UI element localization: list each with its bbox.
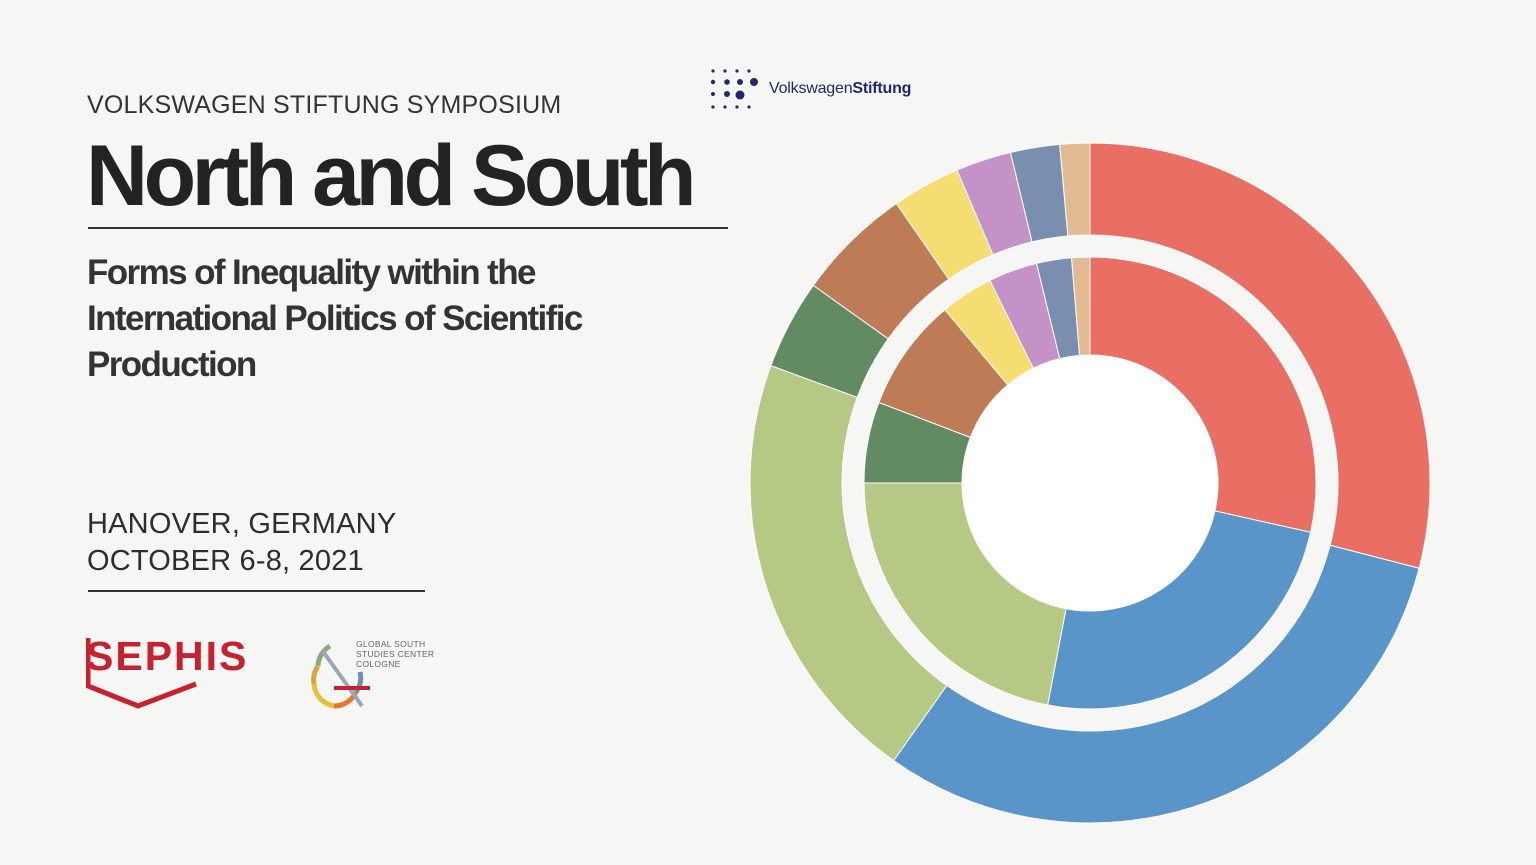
donut-center	[962, 355, 1218, 611]
outer-slice-red	[1089, 142, 1431, 569]
sephis-wordmark: SEPHIS	[86, 633, 249, 679]
outer-slice-blue	[892, 544, 1420, 824]
vw-dots-icon	[710, 69, 758, 109]
outer-slice-tan	[1059, 142, 1091, 237]
gssc-wordmark: GLOBAL SOUTH STUDIES CENTER COLOGNE	[356, 639, 435, 669]
event-location: HANOVER, GERMANY	[87, 508, 397, 540]
title-divider	[88, 227, 728, 229]
gssc-ring-icon	[311, 643, 376, 709]
donut-chart	[749, 142, 1431, 824]
event-info: HANOVER, GERMANY OCTOBER 6-8, 2021	[87, 506, 396, 580]
symposium-kicker: VOLKSWAGEN STIFTUNG SYMPOSIUM	[87, 91, 562, 119]
sephis-chevron-icon	[86, 638, 197, 709]
event-date: OCTOBER 6-8, 2021	[87, 545, 364, 577]
page-title: North and South	[86, 128, 697, 224]
page-subtitle: Forms of Inequality within the Internati…	[87, 253, 583, 384]
vw-wordmark: VolkswagenStiftung	[769, 80, 912, 97]
gssc-logo: GLOBAL SOUTH STUDIES CENTER COLOGNE	[310, 636, 434, 717]
volkswagen-stiftung-logo: VolkswagenStiftung	[707, 66, 911, 112]
event-divider	[88, 590, 425, 592]
